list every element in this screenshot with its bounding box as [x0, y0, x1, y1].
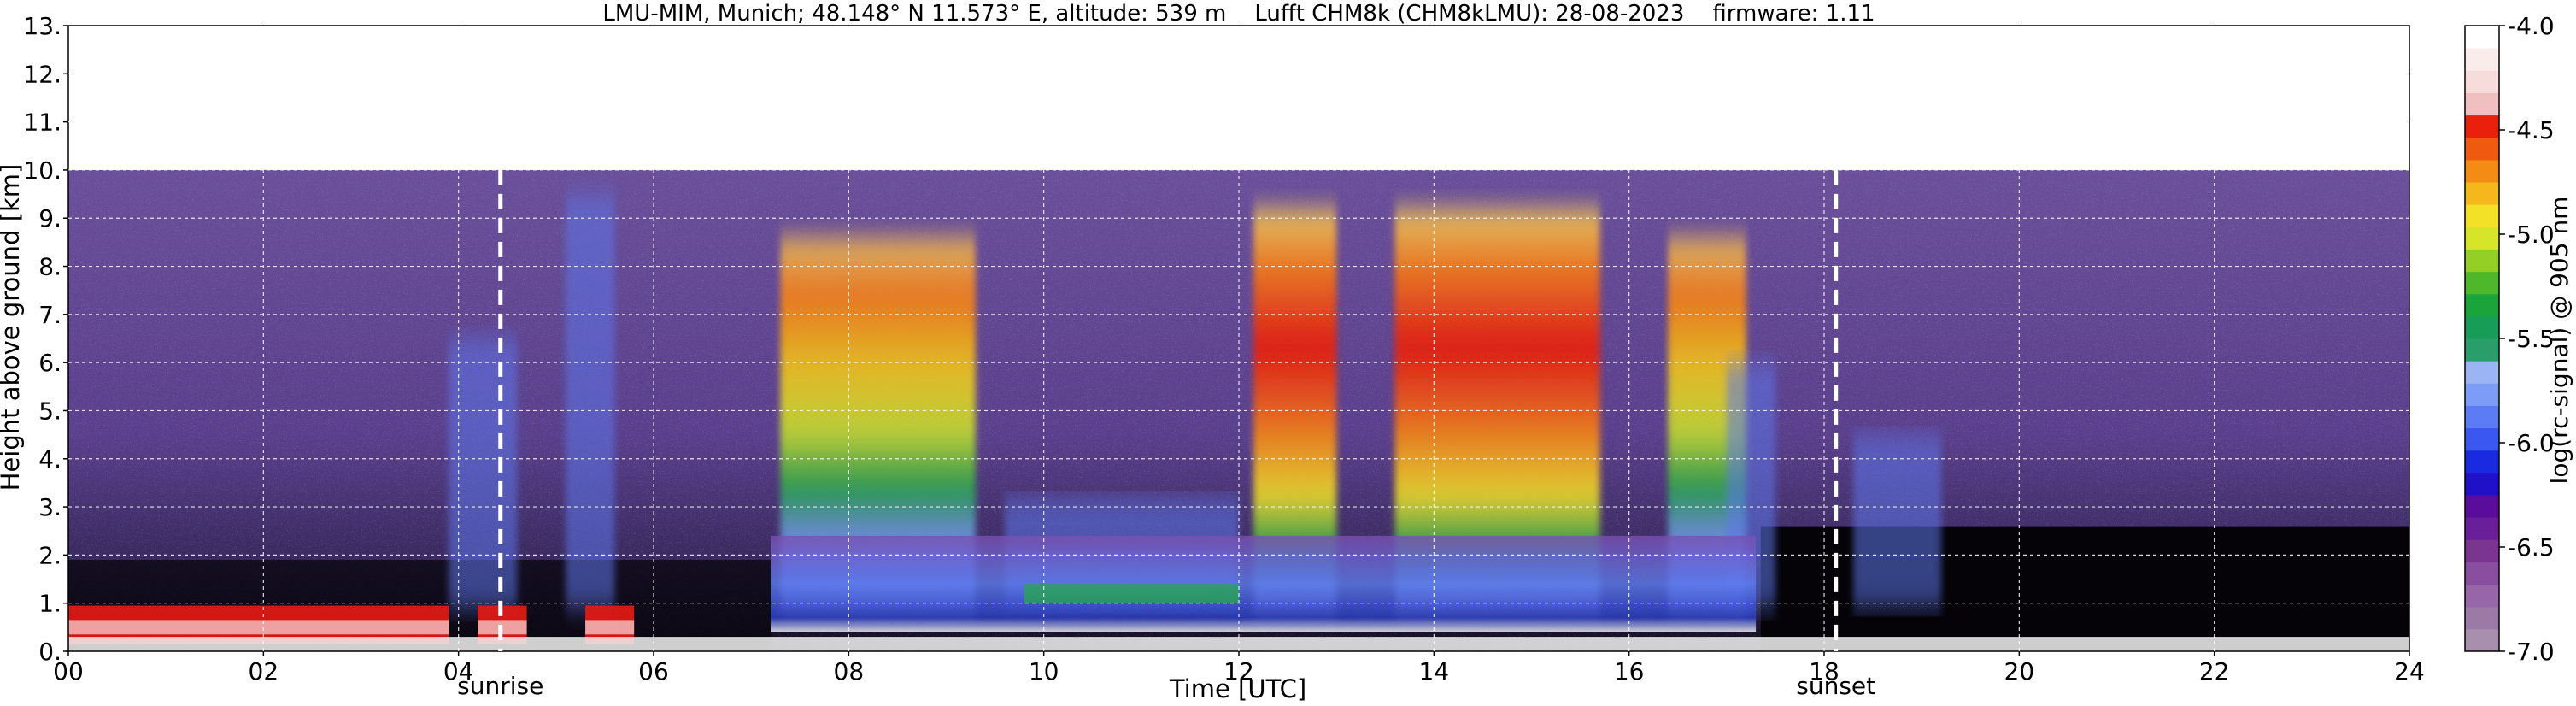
y-tick-label: 7.: [38, 301, 62, 329]
colorbar-swatch: [2465, 427, 2499, 451]
x-tick-label: 00: [53, 657, 84, 685]
low-cloud-core: [68, 620, 449, 635]
colorbar-tick-label: -5.5: [2508, 325, 2555, 353]
colorbar-swatch: [2465, 249, 2499, 273]
colorbar-swatch: [2465, 227, 2499, 250]
x-axis-label: Time [UTC]: [1169, 674, 1306, 703]
colorbar-swatch: [2465, 606, 2499, 630]
event-markers: sunrise sunset: [457, 169, 1875, 700]
colorbar-swatch: [2465, 159, 2499, 183]
y-tick-label: 1.: [38, 590, 62, 618]
colorbar-swatch: [2465, 137, 2499, 161]
colorbar-tick-label: -4.0: [2508, 12, 2555, 40]
colorbar-swatch: [2465, 628, 2499, 652]
x-tick-label: 18: [1809, 657, 1840, 685]
weak-plume: [1853, 434, 1941, 609]
chart-title: LMU-MIM, Munich; 48.148° N 11.573° E, al…: [602, 1, 1875, 26]
y-tick-label: 3.: [38, 493, 62, 521]
colorbar-tick-label: -6.5: [2508, 533, 2555, 562]
y-axis-label: Height above ground [km]: [0, 164, 25, 491]
y-axis: 0. 1. 2. 3. 4. 5. 6. 7. 8. 9. 10. 11. 12. 13.: [23, 12, 68, 666]
colorbar-swatch: [2465, 92, 2499, 116]
colorbar-swatch: [2465, 204, 2499, 227]
colorbar-swatch: [2465, 495, 2499, 518]
colorbar-swatch: [2465, 293, 2499, 317]
colorbar-swatch: [2465, 182, 2499, 205]
colorbar-swatch: [2465, 584, 2499, 608]
x-tick-label: 22: [2199, 657, 2230, 685]
x-tick-label: 24: [2394, 657, 2425, 685]
low-cloud-core: [585, 620, 635, 635]
colorbar-swatch: [2465, 271, 2499, 295]
x-tick-label: 10: [1029, 657, 1059, 685]
y-tick-label: 13.: [23, 12, 62, 40]
x-tick-label: 02: [249, 657, 279, 685]
x-tick-label: 06: [638, 657, 669, 685]
colorbar-tick-label: -5.0: [2508, 221, 2555, 249]
colorbar-swatch: [2465, 315, 2499, 339]
sunrise-label: sunrise: [457, 672, 543, 700]
colorbar-swatch: [2465, 517, 2499, 540]
weak-plume: [449, 338, 518, 609]
y-tick-label: 10.: [23, 156, 62, 185]
x-tick-label: 04: [443, 657, 474, 685]
colorbar-swatch: [2465, 26, 2499, 49]
colorbar-swatch: [2465, 405, 2499, 429]
x-tick-label: 08: [834, 657, 865, 685]
colorbar-tick-label: -4.5: [2508, 116, 2555, 144]
y-tick-label: 4.: [38, 445, 62, 474]
weak-plume: [566, 194, 615, 609]
colorbar-tick-label: -6.0: [2508, 429, 2555, 457]
boundary-layer: [771, 535, 1757, 632]
colorbar-swatch: [2465, 450, 2499, 474]
colorbar: -4.0 -4.5 -5.0 -5.5 -6.0 -6.5 -7.0: [2464, 12, 2555, 666]
y-tick-label: 9.: [38, 204, 62, 232]
y-tick-label: 5.: [38, 397, 62, 425]
colorbar-swatch: [2465, 338, 2499, 362]
y-tick-label: 6.: [38, 349, 62, 377]
colorbar-swatch: [2465, 562, 2499, 585]
x-axis: 00 02 04 06 08 10 12 14 16 18 20 22 24: [53, 651, 2425, 685]
y-tick-label: 0.: [38, 638, 62, 666]
x-tick-label: 20: [2004, 657, 2035, 685]
boundary-layer-top: [1024, 584, 1239, 603]
colorbar-swatch: [2465, 115, 2499, 138]
grid-lines: [68, 26, 2409, 651]
sunset-label: sunset: [1796, 672, 1875, 700]
x-tick-label: 12: [1223, 657, 1254, 685]
y-tick-label: 12.: [23, 60, 62, 88]
x-tick-label: 16: [1614, 657, 1645, 685]
colorbar-swatch: [2465, 539, 2499, 562]
colorbar-swatch: [2465, 70, 2499, 93]
colorbar-swatch: [2465, 361, 2499, 384]
colorbar-swatch: [2465, 383, 2499, 406]
colorbar-label: log(rc-signal) @ 905 nm: [2545, 197, 2573, 485]
colorbar-swatch: [2465, 472, 2499, 496]
colorbar-tick-label: -7.0: [2508, 638, 2555, 666]
y-tick-label: 11.: [23, 109, 62, 137]
x-tick-label: 14: [1419, 657, 1450, 685]
y-tick-label: 2.: [38, 541, 62, 569]
colorbar-swatch: [2465, 48, 2499, 71]
y-tick-label: 8.: [38, 253, 62, 281]
